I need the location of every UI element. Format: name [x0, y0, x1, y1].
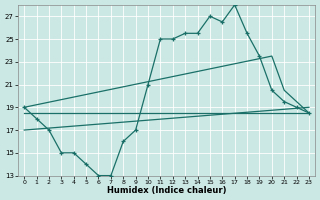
X-axis label: Humidex (Indice chaleur): Humidex (Indice chaleur): [107, 186, 226, 195]
